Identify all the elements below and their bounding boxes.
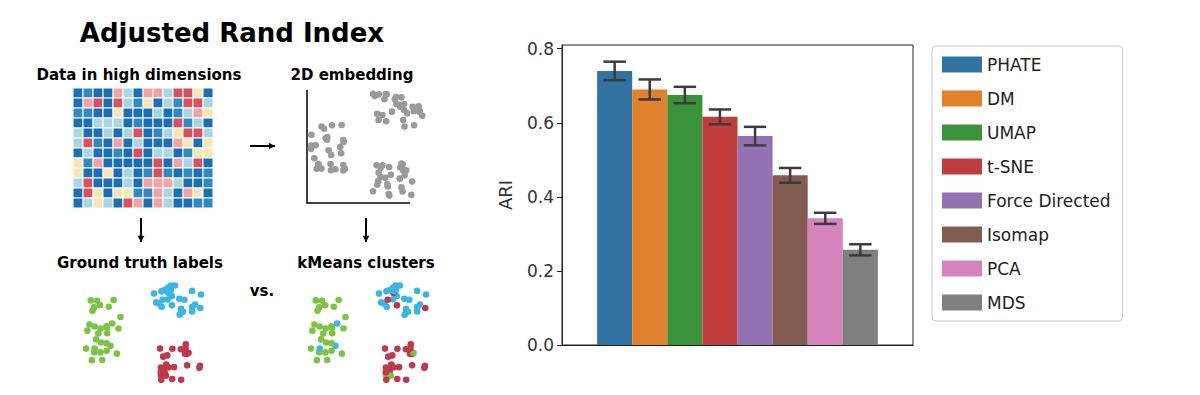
svg-text:2D embedding: 2D embedding	[291, 66, 414, 84]
svg-text:Force Directed: Force Directed	[987, 191, 1111, 211]
svg-text:ARI: ARI	[495, 180, 516, 210]
svg-text:kMeans clusters: kMeans clusters	[297, 254, 434, 272]
svg-text:PCA: PCA	[987, 259, 1021, 279]
svg-text:0.6: 0.6	[527, 113, 554, 133]
svg-text:MDS: MDS	[987, 293, 1026, 313]
svg-text:Data in high dimensions: Data in high dimensions	[37, 66, 242, 84]
svg-text:vs.: vs.	[250, 282, 274, 300]
svg-text:DM: DM	[987, 89, 1015, 109]
svg-text:Isomap: Isomap	[987, 225, 1049, 245]
svg-text:Ground truth labels: Ground truth labels	[57, 254, 223, 272]
svg-text:0.2: 0.2	[527, 261, 554, 281]
svg-text:t-SNE: t-SNE	[987, 157, 1034, 177]
svg-text:PHATE: PHATE	[987, 55, 1041, 75]
svg-text:0.0: 0.0	[527, 335, 554, 355]
svg-text:UMAP: UMAP	[987, 123, 1036, 143]
svg-text:0.4: 0.4	[527, 187, 554, 207]
svg-text:0.8: 0.8	[527, 39, 554, 59]
svg-text:Adjusted Rand Index: Adjusted Rand Index	[80, 18, 385, 48]
